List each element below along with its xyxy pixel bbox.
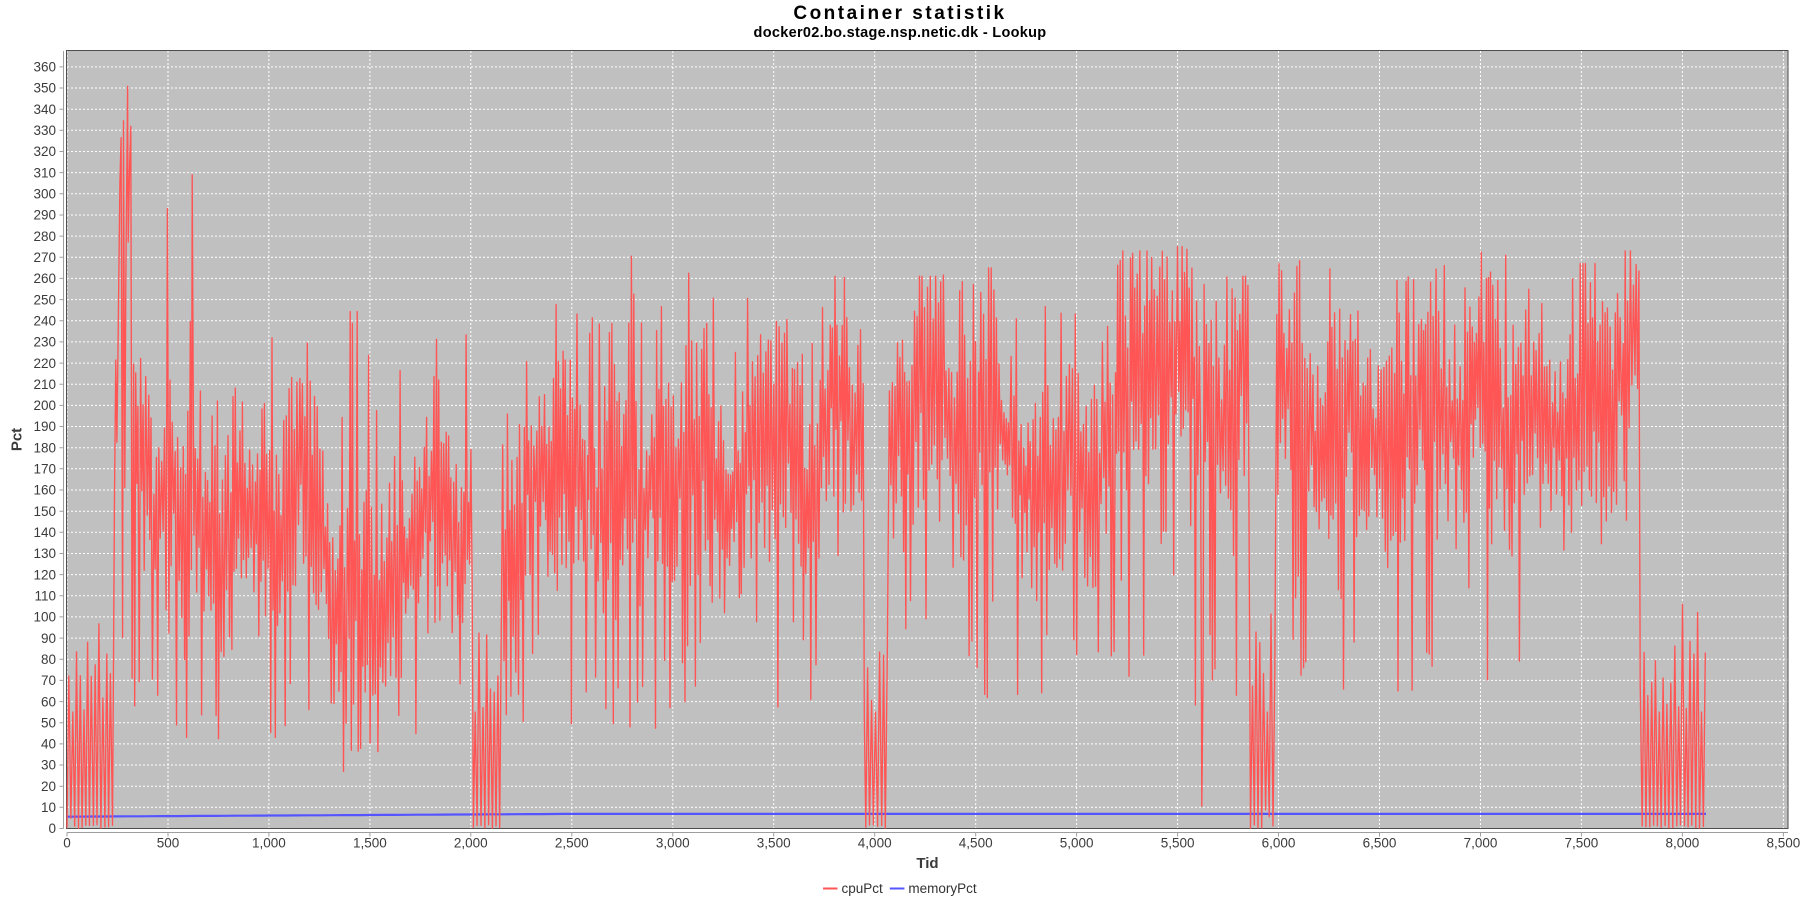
svg-text:4,500: 4,500 bbox=[959, 836, 993, 851]
svg-text:340: 340 bbox=[33, 102, 56, 117]
svg-text:270: 270 bbox=[33, 250, 56, 265]
svg-text:60: 60 bbox=[41, 694, 56, 709]
svg-text:8,500: 8,500 bbox=[1767, 836, 1800, 851]
svg-text:Container statistik: Container statistik bbox=[793, 3, 1006, 24]
svg-text:5,500: 5,500 bbox=[1161, 836, 1195, 851]
svg-text:90: 90 bbox=[41, 631, 56, 646]
svg-text:0: 0 bbox=[48, 821, 56, 836]
svg-text:320: 320 bbox=[33, 144, 56, 159]
svg-text:4,000: 4,000 bbox=[858, 836, 892, 851]
svg-text:110: 110 bbox=[34, 589, 56, 604]
svg-text:500: 500 bbox=[157, 836, 180, 851]
svg-text:360: 360 bbox=[33, 60, 56, 75]
svg-text:280: 280 bbox=[33, 229, 56, 244]
svg-text:30: 30 bbox=[41, 758, 56, 773]
svg-text:1,000: 1,000 bbox=[252, 836, 286, 851]
svg-text:6,000: 6,000 bbox=[1262, 836, 1296, 851]
svg-text:130: 130 bbox=[33, 546, 56, 561]
svg-text:100: 100 bbox=[33, 610, 56, 625]
svg-text:memoryPct: memoryPct bbox=[908, 881, 977, 896]
svg-text:2,500: 2,500 bbox=[555, 836, 589, 851]
svg-text:330: 330 bbox=[33, 123, 56, 138]
svg-text:0: 0 bbox=[63, 836, 71, 851]
svg-text:140: 140 bbox=[33, 525, 56, 540]
svg-text:240: 240 bbox=[33, 313, 56, 328]
svg-text:290: 290 bbox=[33, 208, 56, 223]
svg-text:310: 310 bbox=[33, 165, 56, 180]
svg-text:3,000: 3,000 bbox=[656, 836, 690, 851]
svg-text:Tid: Tid bbox=[916, 855, 938, 872]
svg-text:3,500: 3,500 bbox=[757, 836, 791, 851]
svg-text:210: 210 bbox=[33, 377, 56, 392]
svg-text:10: 10 bbox=[41, 800, 56, 815]
svg-text:40: 40 bbox=[41, 737, 56, 752]
svg-text:8,000: 8,000 bbox=[1666, 836, 1700, 851]
svg-text:cpuPct: cpuPct bbox=[842, 881, 884, 896]
svg-text:1,500: 1,500 bbox=[353, 836, 387, 851]
svg-text:190: 190 bbox=[33, 419, 56, 434]
svg-text:20: 20 bbox=[41, 779, 56, 794]
svg-text:docker02.bo.stage.nsp.netic.dk: docker02.bo.stage.nsp.netic.dk - Lookup bbox=[754, 25, 1047, 41]
svg-text:80: 80 bbox=[41, 652, 56, 667]
svg-text:120: 120 bbox=[33, 567, 56, 582]
svg-text:230: 230 bbox=[33, 335, 56, 350]
svg-text:160: 160 bbox=[33, 483, 56, 498]
svg-text:180: 180 bbox=[33, 440, 56, 455]
svg-text:260: 260 bbox=[33, 271, 56, 286]
svg-text:7,000: 7,000 bbox=[1464, 836, 1498, 851]
svg-text:350: 350 bbox=[33, 81, 56, 96]
svg-text:200: 200 bbox=[33, 398, 56, 413]
svg-text:250: 250 bbox=[33, 292, 56, 307]
svg-text:7,500: 7,500 bbox=[1565, 836, 1599, 851]
svg-text:6,500: 6,500 bbox=[1363, 836, 1397, 851]
svg-text:150: 150 bbox=[33, 504, 56, 519]
svg-text:70: 70 bbox=[41, 673, 56, 688]
svg-text:300: 300 bbox=[33, 187, 56, 202]
svg-text:2,000: 2,000 bbox=[454, 836, 488, 851]
svg-text:220: 220 bbox=[33, 356, 56, 371]
svg-text:170: 170 bbox=[33, 462, 56, 477]
svg-text:Pct: Pct bbox=[9, 428, 26, 451]
svg-text:50: 50 bbox=[41, 715, 56, 730]
svg-text:5,000: 5,000 bbox=[1060, 836, 1094, 851]
